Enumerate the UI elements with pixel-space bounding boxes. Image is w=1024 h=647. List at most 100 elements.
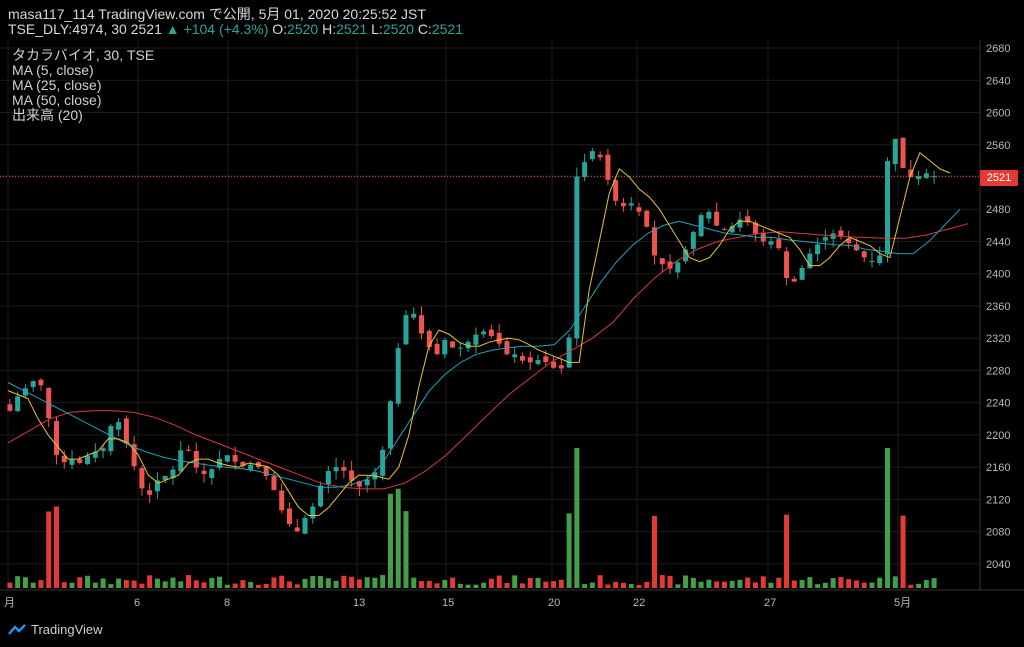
volume-bar <box>667 575 673 588</box>
volume-bar <box>869 582 875 588</box>
candle-body <box>652 227 658 256</box>
volume-bar <box>333 580 339 588</box>
volume-bar <box>558 579 564 588</box>
change: +104 (+4.3%) <box>183 21 269 37</box>
price-tick-label: 2560 <box>986 140 1010 152</box>
candle-body <box>566 337 572 368</box>
candle-body <box>100 448 106 451</box>
low-value: 2520 <box>382 21 414 37</box>
volume-bar <box>745 577 751 588</box>
candle-body <box>85 455 91 465</box>
volume-bar <box>380 575 386 588</box>
candle-body <box>69 459 75 465</box>
candle-body <box>116 422 122 430</box>
volume-bar <box>605 584 611 588</box>
candle-body <box>131 444 137 467</box>
volume-bar <box>92 582 98 588</box>
volume-bar <box>760 576 766 588</box>
candle-body <box>53 421 59 456</box>
candle-body <box>791 278 797 282</box>
candle-body <box>154 480 160 492</box>
candle-body <box>481 331 487 335</box>
volume-bar <box>853 580 859 588</box>
candle-body <box>512 354 518 358</box>
volume-bar <box>395 488 401 588</box>
brand-label: TradingView <box>31 622 103 637</box>
ma50-line <box>7 223 969 490</box>
candle-body <box>15 396 21 412</box>
last-price: 2521 <box>130 21 162 37</box>
volume-bar <box>574 448 580 588</box>
volume-bar <box>900 515 906 588</box>
volume-bar <box>294 584 300 588</box>
symbol-ohlc-row: TSE_DLY:4974, 30 2521 ▲ +104 (+4.3%) O: 2… <box>8 21 463 37</box>
candle-body <box>574 176 580 339</box>
volume-bar <box>885 448 891 588</box>
candle-body <box>613 180 619 201</box>
price-tick-label: 2680 <box>986 43 1010 55</box>
candle-body <box>333 467 339 472</box>
indicator-ma25[interactable]: MA (25, close) <box>12 77 102 93</box>
candle-body <box>667 261 673 269</box>
volume-bar <box>582 584 588 588</box>
indicator-ma5[interactable]: MA (5, close) <box>12 62 94 78</box>
volume-bar <box>77 577 83 588</box>
candle-body <box>61 455 67 463</box>
open-label: O: <box>272 21 288 37</box>
candle-body <box>364 479 370 486</box>
volume-bar <box>488 578 494 588</box>
price-tick-label: 2160 <box>986 462 1010 474</box>
volume-bar <box>791 580 797 588</box>
close-label: C: <box>417 21 432 37</box>
candle-body <box>46 387 52 418</box>
candle-body <box>170 469 176 479</box>
volume-bar <box>675 584 681 588</box>
indicator-volume[interactable]: 出来高 (20) <box>12 107 83 123</box>
candle-body <box>519 356 525 361</box>
volume-bar <box>737 579 743 588</box>
volume-bar <box>38 580 44 588</box>
candle-body <box>286 508 292 525</box>
candle-body <box>434 343 440 355</box>
volume-bar <box>15 576 21 588</box>
candle-body <box>861 251 867 258</box>
candle-body <box>240 461 246 467</box>
volume-bar <box>147 575 153 588</box>
candle-body <box>356 481 362 487</box>
candle-body <box>457 347 463 349</box>
volume-bar <box>286 581 292 588</box>
tradingview-brand[interactable]: TradingView <box>8 622 103 637</box>
volume-bar <box>714 581 720 588</box>
candle-body <box>30 381 36 388</box>
candle-body <box>426 330 432 348</box>
volume-bar <box>916 583 922 588</box>
volume-bar <box>683 575 689 588</box>
volume-bar <box>644 581 650 588</box>
candle-body <box>706 211 712 219</box>
volume-bar <box>279 575 285 588</box>
volume-bar <box>496 575 502 588</box>
time-tick-label: 8 <box>224 597 230 609</box>
indicator-ma50[interactable]: MA (50, close) <box>12 92 102 108</box>
candle-body <box>535 360 541 365</box>
volume-bar <box>628 584 634 588</box>
volume-bar <box>690 577 696 588</box>
volume-bar <box>100 578 106 588</box>
candle-body <box>690 232 696 249</box>
volume-bar <box>131 580 137 588</box>
volume-bar <box>61 582 67 588</box>
volume-bar <box>30 582 36 588</box>
indicator-series[interactable]: タカラバイオ, 30, TSE <box>12 47 155 63</box>
price-tick-label: 2640 <box>986 75 1010 87</box>
chart-grid <box>0 40 980 590</box>
volume-bar <box>861 582 867 588</box>
symbol[interactable]: TSE_DLY:4974, 30 <box>8 21 127 37</box>
volume-bar <box>341 575 347 588</box>
candle-body <box>923 173 929 179</box>
candle-body <box>527 357 533 363</box>
price-tick-label: 2360 <box>986 301 1010 313</box>
volume-bar <box>636 584 642 588</box>
up-arrow-icon: ▲ <box>165 21 180 37</box>
high-label: H: <box>322 21 337 37</box>
